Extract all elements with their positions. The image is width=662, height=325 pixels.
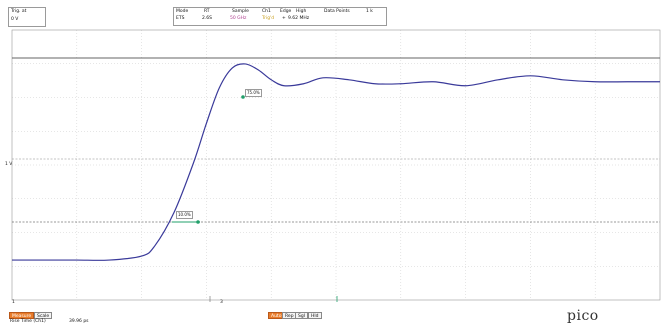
upper-marker-label: 75.0% [245, 89, 262, 97]
edge-header: Edge [280, 9, 292, 14]
measurement-value: 39.96 ps [69, 319, 89, 324]
grid [12, 30, 660, 300]
y-axis-tick: 1 V [5, 162, 13, 167]
single-button[interactable]: Sgl [295, 312, 308, 319]
signal-trace [12, 63, 660, 261]
mode-header: Mode [176, 9, 189, 14]
tab-measure[interactable]: Measure [9, 312, 35, 319]
upper-marker-dot [241, 95, 245, 99]
x-axis-left-tick: 1 [12, 300, 15, 305]
trigger-value: 0 V [11, 17, 19, 22]
trigger-label: Trig. at [11, 9, 27, 14]
datapoints-header: Data Points [324, 9, 350, 14]
settings-bar[interactable]: Mode ETS RT 2.6S Sample 50 GHz Ch1 Trig'… [173, 7, 387, 26]
sample-value: 50 GHz [230, 16, 247, 21]
trigger-panel[interactable]: Trig. at 0 V [8, 7, 46, 27]
plot-frame [11, 29, 661, 301]
lower-marker-dot [196, 220, 200, 224]
channel-value: Trig'd [262, 16, 275, 21]
x-axis-mid-tick: 3 [220, 300, 223, 305]
rt-value: 2.6S [202, 16, 213, 21]
hold-button[interactable]: Hld [308, 312, 322, 319]
measurement-label: Rise Time (Ch1) [10, 319, 46, 324]
rt-header: RT [204, 9, 210, 14]
channel-header: Ch1 [262, 9, 271, 14]
lower-marker-label: 10.0% [176, 211, 193, 219]
high-value: 9.62 MHz [288, 16, 310, 21]
edge-value: + [282, 16, 286, 21]
tab-scale[interactable]: Scale [34, 312, 53, 319]
sample-header: Sample [232, 9, 249, 14]
mode-value: ETS [176, 16, 185, 21]
datapoints-value: 1 k [366, 9, 373, 14]
high-header: High [296, 9, 307, 14]
pico-logo: pico [567, 308, 599, 324]
